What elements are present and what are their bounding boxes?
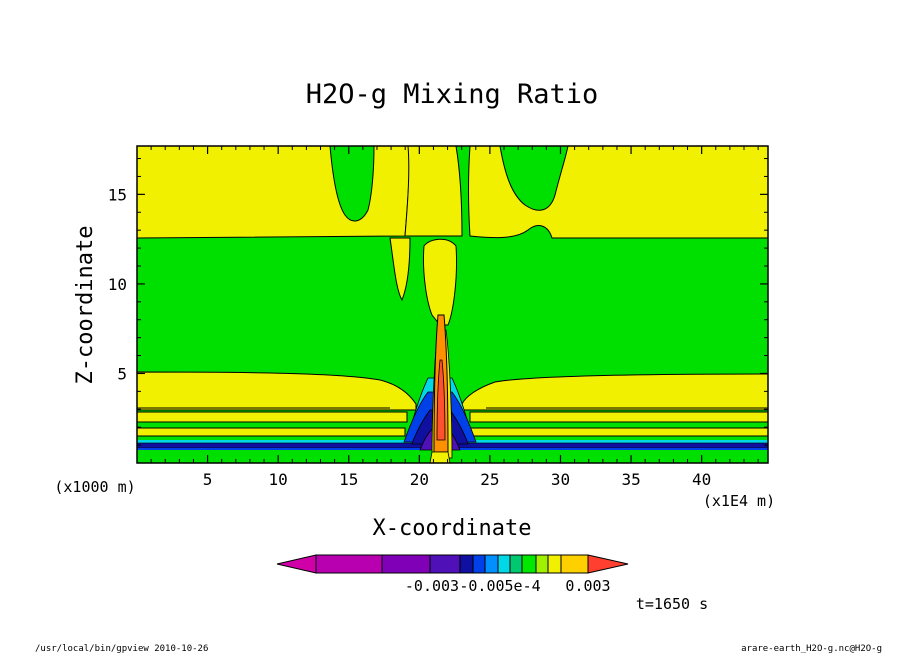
y-tick-label: 10 (108, 275, 127, 294)
contour-field (137, 146, 768, 463)
colorbar-cell (521, 554, 537, 574)
chart-title: H2O-g Mixing Ratio (306, 79, 599, 110)
colorbar-label: 0.003 (565, 577, 610, 595)
yellow-tongue-left (389, 237, 411, 302)
x-tick-label: 30 (551, 470, 570, 489)
upper-yellow-mid (404, 146, 463, 237)
plot-area: 5 10 15 20 25 30 35 40 5 10 15 (108, 145, 769, 489)
x-tick-label: 25 (480, 470, 499, 489)
y-tick-label: 15 (108, 185, 127, 204)
colorbar-label: -0.003 (405, 577, 459, 595)
colorbar (276, 554, 629, 574)
colorbar-cell (429, 554, 461, 574)
y-axis-label: Z-coordinate (73, 226, 98, 385)
colorbar-cell (560, 554, 589, 574)
colorbar-cell (535, 554, 549, 574)
x-tick-label: 10 (269, 470, 288, 489)
colorbar-under-arrow (276, 554, 317, 574)
colorbar-cell (472, 554, 486, 574)
plume-red-core (436, 359, 446, 441)
colorbar-cell (315, 554, 383, 574)
colorbar-cell (497, 554, 511, 574)
x-tick-label: 40 (692, 470, 711, 489)
lower-yellow-band-3 (137, 427, 406, 437)
footer-right: arare-earth_H2O-g.nc@H2O-g (741, 644, 882, 654)
lower-yellow-band-right (461, 373, 768, 411)
time-label: t=1650 s (636, 595, 708, 613)
y-axis-ticks: 5 10 15 (108, 158, 768, 446)
plot-frame (136, 145, 769, 464)
yellow-plume-column (423, 238, 457, 326)
plume-yellow-base (429, 451, 451, 463)
x-unit-label: (x1000 m) (54, 478, 135, 496)
colorbar-cell (484, 554, 499, 574)
colorbar-cell (509, 554, 523, 574)
x-axis-ticks: 5 10 15 20 25 30 35 40 (150, 146, 759, 489)
x-tick-label: 20 (410, 470, 429, 489)
y-tick-label: 5 (117, 364, 127, 383)
x-tick-label: 15 (339, 470, 358, 489)
colorbar-cell (381, 554, 431, 574)
x-axis-label: X-coordinate (373, 516, 532, 541)
x-tick-label: 35 (621, 470, 640, 489)
colorbar-labels: -0.003 -0.005e-4 0.003 (405, 577, 611, 595)
upper-yellow-right (468, 146, 768, 239)
lower-yellow-band-3-right (469, 427, 768, 437)
lower-yellow-band (137, 371, 417, 411)
lower-yellow-band-2 (137, 411, 408, 423)
lower-yellow-band-2-right (469, 411, 768, 423)
colorbar-label: -0.005e-4 (459, 577, 540, 595)
colorbar-cell (547, 554, 562, 574)
footer-left: /usr/local/bin/gpview 2010-10-26 (35, 644, 208, 654)
x-tick-label: 5 (203, 470, 213, 489)
colorbar-over-arrow (587, 554, 629, 574)
colorbar-cell (459, 554, 474, 574)
x-scale-label: (x1E4 m) (703, 492, 775, 510)
